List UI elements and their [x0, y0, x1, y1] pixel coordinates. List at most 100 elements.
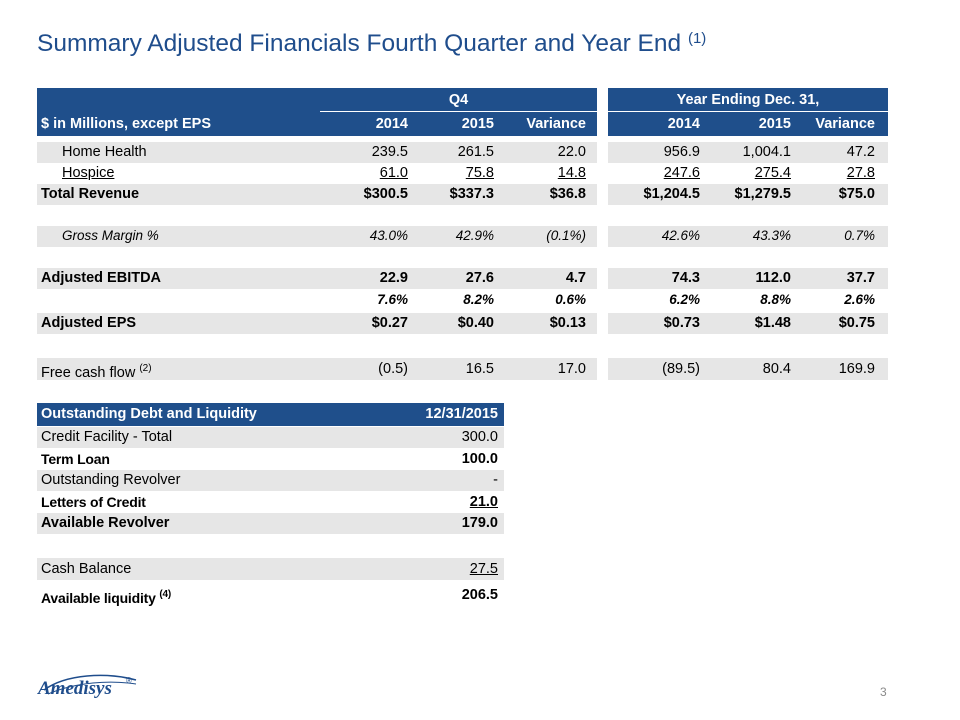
gross-margin-q4-2014: 43.0%	[369, 228, 408, 243]
available-liquidity-footnote: (4)	[159, 589, 172, 600]
row-label-total-revenue: Total Revenue	[41, 186, 140, 202]
total-revenue-year-variance: $75.0	[838, 186, 875, 202]
row-bg-eps	[37, 313, 597, 334]
col-header-year-2014: 2014	[667, 116, 700, 132]
row-label-gross-margin: Gross Margin %	[62, 228, 159, 243]
group-header-year: Year Ending Dec. 31,	[676, 92, 820, 108]
header-band-q4-left	[37, 88, 597, 112]
header-band-cols-left	[37, 112, 597, 136]
letters-of-credit-label: Letters of Credit	[41, 494, 146, 510]
header-band-year	[608, 88, 888, 112]
ebitda-margin-year-variance: 2.6%	[844, 292, 875, 307]
available-liquidity-text: Available liquidity	[41, 590, 156, 606]
row-bg-gross-margin	[37, 226, 597, 247]
home-health-q4-variance: 22.0	[557, 144, 586, 160]
row-bg-home-health	[37, 142, 597, 163]
debt-row-bg-available-revolver	[37, 513, 504, 534]
gross-margin-year-2015: 43.3%	[752, 228, 791, 243]
debt-header-band	[37, 403, 504, 426]
outstanding-revolver-value: -	[493, 472, 498, 488]
home-health-year-2014: 956.9	[663, 144, 700, 160]
logo-registered-mark: ®	[126, 676, 132, 685]
header-divider-q4	[320, 111, 597, 112]
ebitda-margin-q4-variance: 0.6%	[555, 292, 586, 307]
col-header-q4-2014: 2014	[375, 116, 408, 132]
label-column-header: $ in Millions, except EPS	[41, 116, 212, 132]
gross-margin-q4-variance: (0.1%)	[546, 228, 586, 243]
row-bg-ebitda	[37, 268, 597, 289]
home-health-q4-2015: 261.5	[457, 144, 494, 160]
header-divider-year	[608, 111, 888, 112]
page-number: 3	[880, 685, 887, 699]
fcf-q4-2014: (0.5)	[378, 361, 408, 377]
col-header-q4-variance: Variance	[526, 116, 586, 132]
credit-facility-label: Credit Facility - Total	[41, 429, 173, 445]
row-label-adjusted-eps: Adjusted EPS	[41, 315, 137, 331]
letters-of-credit-value: 21.0	[469, 494, 498, 510]
logo-swoosh-icon	[43, 674, 137, 695]
available-liquidity-label: Available liquidity (4)	[41, 584, 171, 609]
ebitda-margin-q4-2015: 8.2%	[463, 292, 494, 307]
fcf-q4-variance: 17.0	[557, 361, 586, 377]
group-header-q4: Q4	[448, 92, 469, 108]
logo-text: Amedisys	[38, 678, 112, 699]
cash-balance-value: 27.5	[469, 561, 498, 577]
ebitda-year-2015: 112.0	[755, 270, 792, 286]
debt-row-bg-credit-facility	[37, 427, 504, 448]
eps-q4-2014: $0.27	[371, 315, 408, 331]
row-label-hospice: Hospice	[62, 165, 115, 181]
row-label-adjusted-ebitda: Adjusted EBITDA	[41, 270, 162, 286]
fcf-year-2015: 80.4	[762, 361, 791, 377]
row-bg-total-revenue	[37, 184, 597, 205]
ebitda-q4-2014: 22.9	[379, 270, 408, 286]
ebitda-year-2014: 74.3	[671, 270, 700, 286]
header-band-cols-right	[608, 112, 888, 136]
ebitda-q4-2015: 27.6	[465, 270, 494, 286]
debt-header-date: 12/31/2015	[425, 406, 498, 422]
fcf-year-variance: 169.9	[838, 361, 875, 377]
ebitda-year-variance: 37.7	[846, 270, 875, 286]
available-liquidity-value: 206.5	[461, 587, 498, 603]
total-revenue-q4-2015: $337.3	[449, 186, 494, 202]
hospice-year-variance: 27.8	[846, 165, 875, 181]
home-health-year-variance: 47.2	[846, 144, 875, 160]
hospice-year-2014: 247.6	[663, 165, 700, 181]
title-footnote: (1)	[687, 30, 707, 47]
home-health-year-2015: 1,004.1	[742, 144, 791, 160]
available-revolver-value: 179.0	[461, 515, 498, 531]
eps-year-2015: $1.48	[754, 315, 791, 331]
available-revolver-label: Available Revolver	[41, 515, 170, 531]
ebitda-margin-q4-2014: 7.6%	[377, 292, 408, 307]
home-health-q4-2014: 239.5	[371, 144, 408, 160]
row-bg-eps-year	[608, 313, 888, 334]
row-label-free-cash-flow: Free cash flow (2)	[41, 358, 152, 384]
credit-facility-value: 300.0	[461, 429, 498, 445]
eps-year-variance: $0.75	[838, 315, 875, 331]
eps-q4-2015: $0.40	[457, 315, 494, 331]
col-header-year-variance: Variance	[815, 116, 875, 132]
row-bg-fcf	[37, 358, 597, 380]
col-header-year-2015: 2015	[758, 116, 791, 132]
free-cash-flow-footnote: (2)	[139, 363, 152, 374]
eps-year-2014: $0.73	[663, 315, 700, 331]
hospice-q4-2015: 75.8	[465, 165, 494, 181]
cash-balance-label: Cash Balance	[41, 561, 132, 577]
term-loan-label: Term Loan	[41, 451, 110, 467]
free-cash-flow-label: Free cash flow	[41, 365, 136, 381]
debt-row-bg-outstanding-revolver	[37, 470, 504, 491]
total-revenue-q4-variance: $36.8	[549, 186, 586, 202]
total-revenue-year-2014: $1,204.5	[643, 186, 700, 202]
row-bg-home-health-year	[608, 142, 888, 163]
hospice-q4-2014: 61.0	[379, 165, 408, 181]
row-bg-total-revenue-year	[608, 184, 888, 205]
total-revenue-year-2015: $1,279.5	[734, 186, 791, 202]
debt-row-bg-cash-balance	[37, 558, 504, 580]
gross-margin-q4-2015: 42.9%	[455, 228, 494, 243]
fcf-q4-2015: 16.5	[465, 361, 494, 377]
outstanding-revolver-label: Outstanding Revolver	[41, 472, 181, 488]
row-bg-ebitda-year	[608, 268, 888, 289]
row-bg-gross-margin-year	[608, 226, 888, 247]
total-revenue-q4-2014: $300.5	[363, 186, 408, 202]
ebitda-margin-year-2014: 6.2%	[669, 292, 700, 307]
company-logo: Amedisys ®	[36, 668, 146, 708]
